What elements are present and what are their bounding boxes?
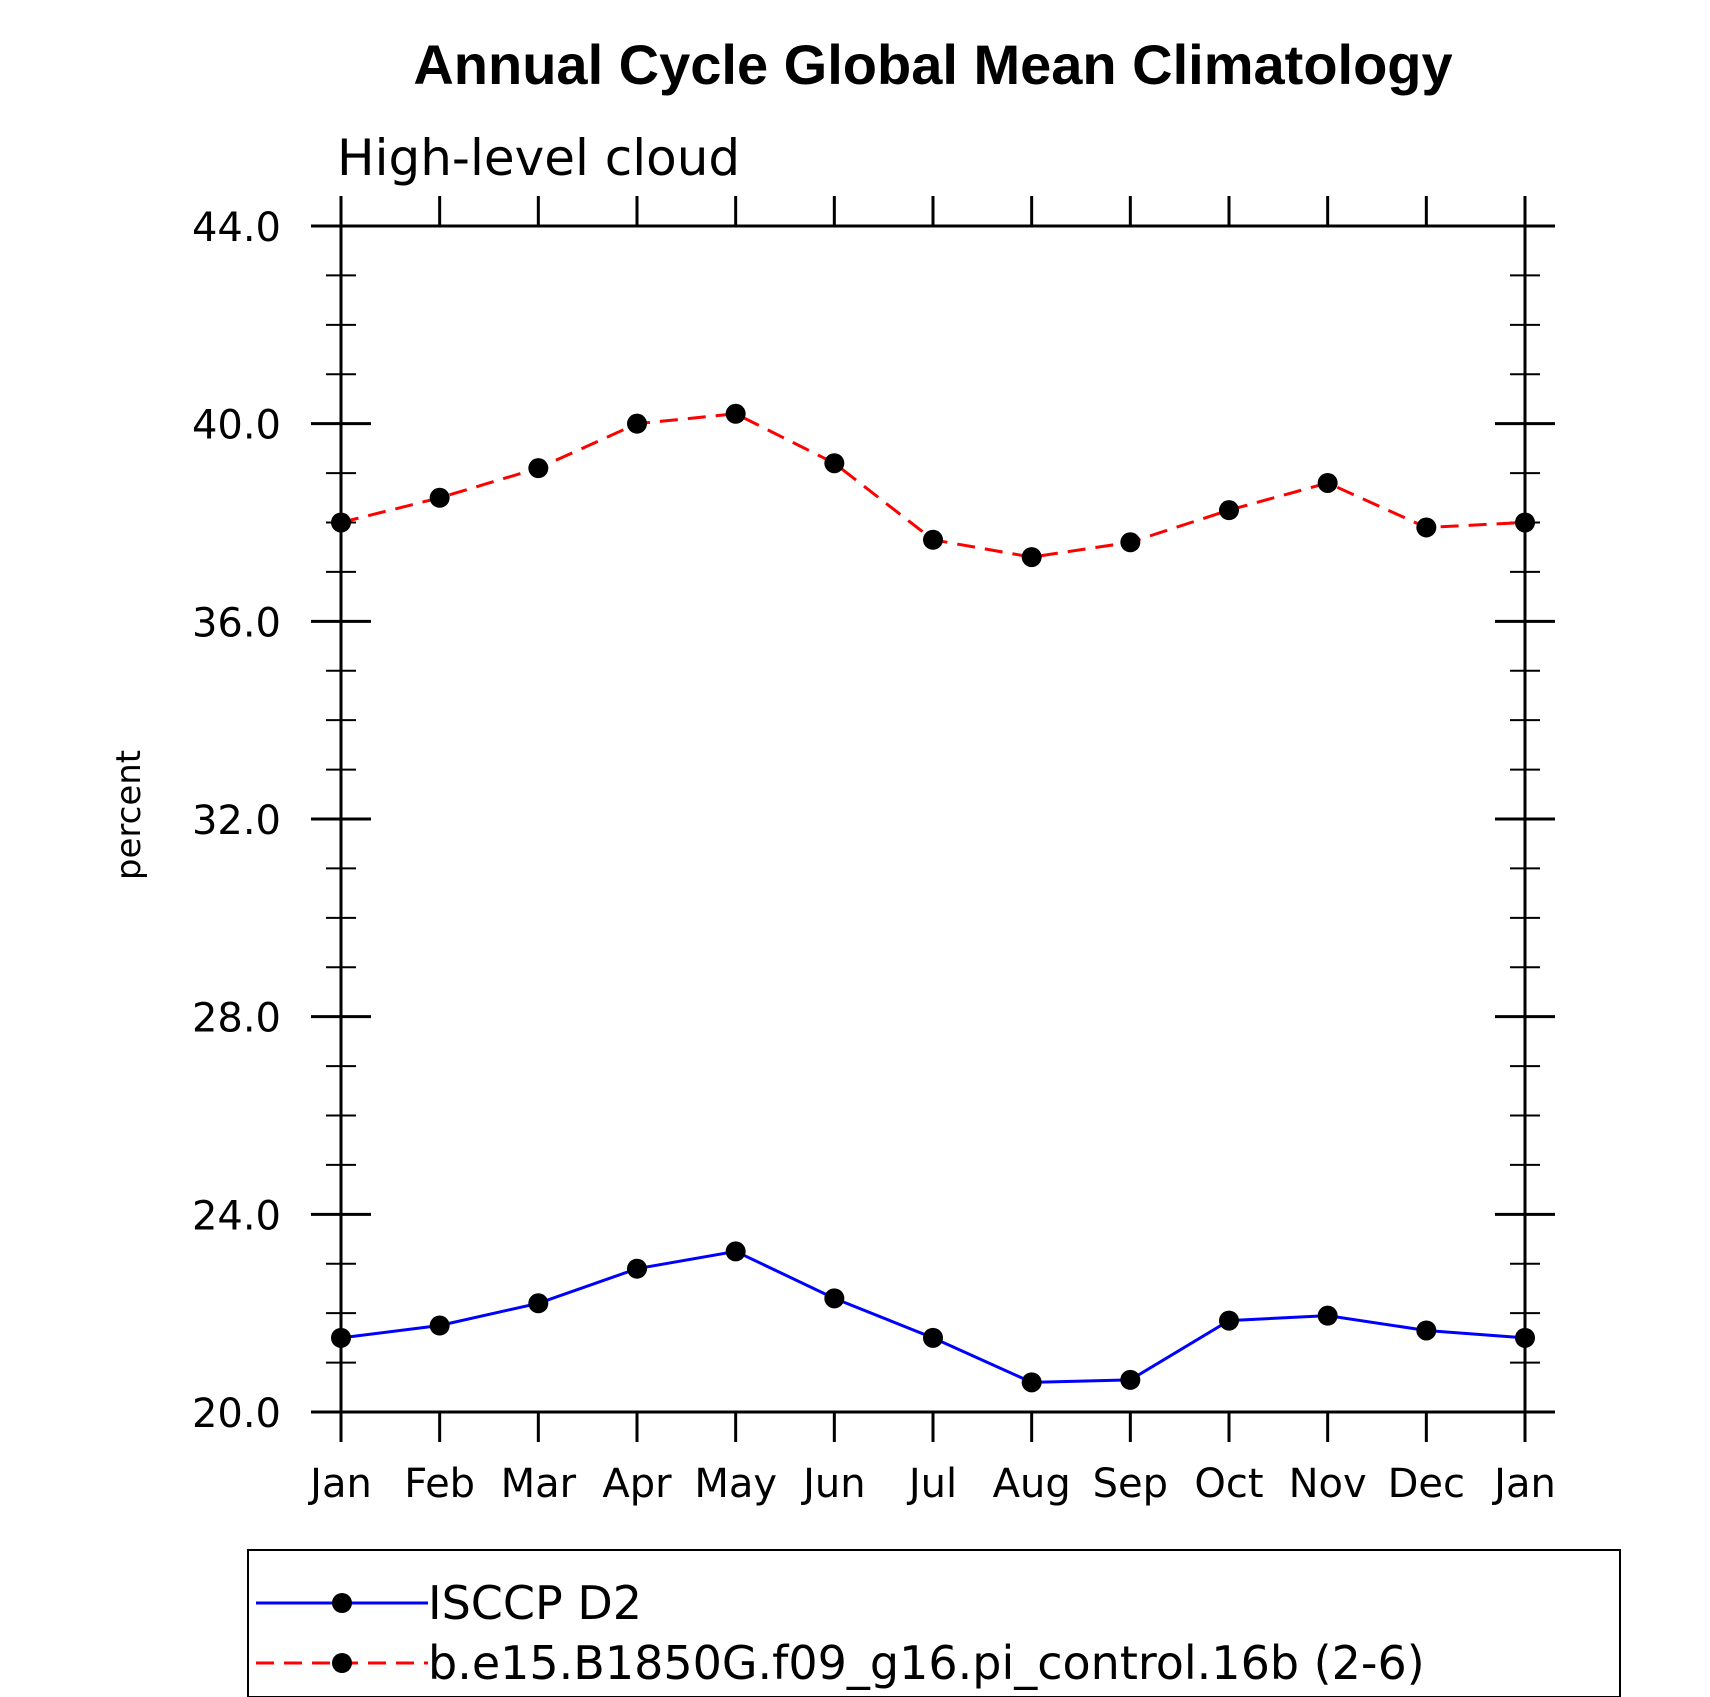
y-tick-label: 28.0	[192, 996, 281, 1042]
series-1-point	[331, 1327, 351, 1348]
series-1-point	[725, 1241, 746, 1262]
series-2-point	[824, 453, 845, 474]
series-layer	[331, 403, 1535, 1393]
x-tick-label: Jan	[1491, 1461, 1556, 1507]
x-tick-label: Apr	[602, 1461, 672, 1507]
legend-marker-1	[332, 1593, 352, 1613]
x-tick-label: Nov	[1289, 1461, 1367, 1507]
y-tick-labels: 20.0 24.0 28.0 32.0 36.0 40.0 44.0	[192, 205, 281, 1437]
series-1-point	[429, 1315, 450, 1336]
x-tick-labels: Jan Feb Mar Apr May Jun Jul Aug Sep Oct Nov Dec Jan	[307, 1461, 1556, 1507]
series-2-point	[1021, 547, 1042, 568]
x-tick-label: Feb	[404, 1461, 475, 1507]
series-1-point	[923, 1327, 943, 1348]
axis-ticks	[311, 196, 1555, 1442]
series-2-point	[1317, 472, 1338, 493]
legend: ISCCP D2 b.e15.B1850G.f09_g16.pi_control.…	[247, 1549, 1621, 1697]
series-2-point	[1515, 512, 1535, 533]
chart-subtitle: High-level cloud	[337, 129, 740, 187]
y-tick-label: 32.0	[192, 798, 281, 844]
series-1-point	[1515, 1327, 1535, 1348]
x-tick-label: Sep	[1093, 1461, 1168, 1507]
x-tick-label: May	[694, 1461, 777, 1507]
x-tick-label: Dec	[1388, 1461, 1465, 1507]
series-1-point	[1416, 1320, 1437, 1341]
series-2-point	[331, 512, 351, 533]
y-tick-label: 44.0	[192, 205, 281, 251]
legend-marker-2	[332, 1653, 352, 1673]
series-1-point	[1120, 1369, 1141, 1390]
series-1-point	[627, 1258, 647, 1279]
legend-label-2: b.e15.B1850G.f09_g16.pi_control.16b (2-6…	[428, 1636, 1425, 1690]
x-tick-label: Jul	[906, 1461, 957, 1507]
series-1-point	[1021, 1372, 1042, 1393]
x-tick-label: Jun	[800, 1461, 866, 1507]
series-2-point	[725, 403, 746, 424]
chart-title: Annual Cycle Global Mean Climatology	[413, 33, 1452, 96]
series-1-point	[528, 1293, 549, 1314]
series-2-point	[1219, 500, 1239, 521]
x-tick-label: Mar	[501, 1461, 577, 1507]
series-1-point	[1317, 1305, 1338, 1326]
y-axis-label: percent	[109, 750, 149, 880]
y-tick-label: 36.0	[192, 600, 281, 646]
series-2-point	[429, 487, 450, 508]
legend-box	[247, 1549, 1621, 1697]
series-1-point	[824, 1288, 845, 1309]
y-tick-label: 40.0	[192, 403, 281, 449]
y-tick-label: 20.0	[192, 1391, 281, 1437]
series-2-point	[1120, 532, 1141, 553]
plot-frame	[339, 224, 1527, 1414]
legend-label-1: ISCCP D2	[428, 1576, 642, 1630]
plot-axes	[339, 224, 1527, 1414]
series-2-point	[1416, 517, 1437, 538]
series-1-point	[1219, 1310, 1239, 1331]
series-line-1	[340, 1249, 1526, 1384]
series-2-point	[627, 413, 647, 434]
y-tick-label: 24.0	[192, 1193, 281, 1239]
x-tick-label: Oct	[1194, 1461, 1263, 1507]
x-tick-label: Aug	[993, 1461, 1071, 1507]
series-2-point	[923, 529, 943, 550]
x-tick-label: Jan	[307, 1461, 372, 1507]
series-2-point	[528, 458, 549, 479]
